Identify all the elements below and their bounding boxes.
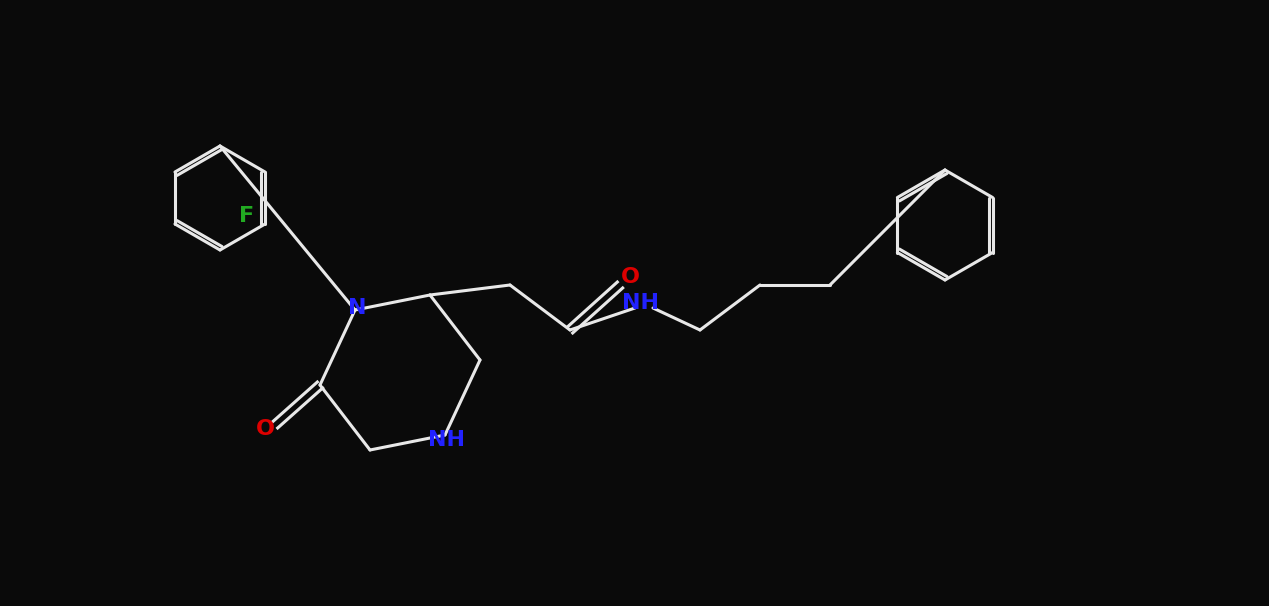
Text: O: O	[255, 419, 274, 439]
Text: NH: NH	[429, 430, 466, 450]
Text: NH: NH	[622, 293, 659, 313]
Text: N: N	[348, 298, 367, 318]
Text: O: O	[621, 267, 640, 287]
Text: F: F	[240, 206, 255, 226]
